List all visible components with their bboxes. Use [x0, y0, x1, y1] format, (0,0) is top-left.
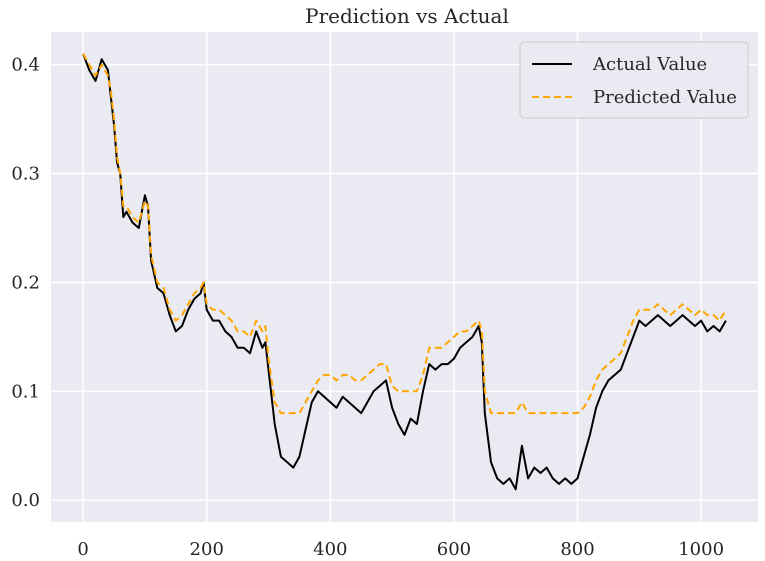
x-tick-label: 800 — [560, 539, 594, 560]
y-tick-label: 0.2 — [11, 272, 40, 293]
x-axis-ticks: 0 200 400 600 800 1000 — [77, 539, 724, 560]
legend-predicted-label: Predicted Value — [593, 87, 737, 108]
y-tick-label: 0.1 — [11, 381, 40, 402]
grid-x — [82, 32, 702, 522]
x-tick-label: 1000 — [678, 539, 724, 560]
series-actual-line — [82, 53, 727, 491]
x-tick-label: 600 — [437, 539, 471, 560]
x-tick-label: 400 — [313, 539, 347, 560]
legend-actual-label: Actual Value — [592, 54, 707, 75]
chart-title: Prediction vs Actual — [305, 4, 509, 28]
series-layer — [82, 53, 727, 491]
x-tick-label: 0 — [77, 539, 88, 560]
legend-box — [519, 41, 749, 119]
y-tick-label: 0.4 — [11, 55, 40, 76]
series-predicted-line — [82, 53, 727, 415]
y-axis-ticks: 0.0 0.1 0.2 0.3 0.4 — [11, 55, 40, 512]
legend: Actual Value Predicted Value — [519, 41, 749, 119]
y-tick-label: 0.3 — [11, 164, 40, 185]
y-tick-label: 0.0 — [11, 490, 40, 511]
x-tick-label: 200 — [190, 539, 224, 560]
